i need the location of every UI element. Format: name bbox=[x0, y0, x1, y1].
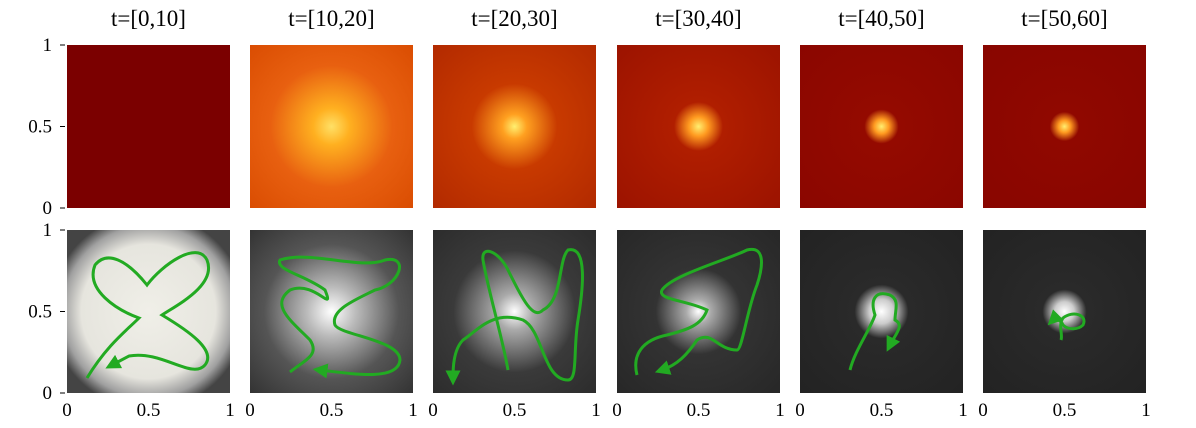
x-tick-label: 1 bbox=[225, 400, 235, 421]
value-heatmap bbox=[433, 230, 596, 393]
trajectory bbox=[634, 247, 763, 376]
x-tick-label: 1 bbox=[958, 400, 968, 421]
y-tick-label: 1 bbox=[43, 220, 53, 241]
density-heatmap bbox=[67, 45, 230, 208]
x-tick-label: 0.5 bbox=[1053, 400, 1077, 421]
x-tick-label: 1 bbox=[408, 400, 418, 421]
column-title: t=[50,60] bbox=[1021, 6, 1107, 31]
x-tick-label: 0 bbox=[62, 400, 72, 421]
density-heatmap bbox=[433, 45, 596, 208]
column-title: t=[10,20] bbox=[288, 6, 374, 31]
value-heatmap bbox=[250, 230, 413, 393]
x-tick-label: 0 bbox=[978, 400, 988, 421]
x-tick-label: 0.5 bbox=[137, 400, 161, 421]
trajectory bbox=[85, 251, 211, 379]
density-heatmap bbox=[250, 45, 413, 208]
x-tick-label: 0 bbox=[428, 400, 438, 421]
density-heatmap bbox=[800, 45, 963, 208]
column-title: t=[30,40] bbox=[655, 6, 741, 31]
x-tick-label: 0.5 bbox=[503, 400, 527, 421]
value-heatmap bbox=[800, 230, 963, 393]
y-tick-label: 0 bbox=[43, 383, 53, 404]
value-heatmap bbox=[983, 230, 1146, 393]
trajectory bbox=[848, 292, 901, 371]
y-tick-label: 1 bbox=[43, 35, 53, 56]
column-title: t=[0,10] bbox=[111, 6, 186, 31]
y-tick-label: 0.5 bbox=[28, 117, 52, 138]
x-tick-label: 0.5 bbox=[320, 400, 344, 421]
value-heatmap bbox=[617, 230, 780, 393]
x-tick-label: 0 bbox=[612, 400, 622, 421]
trajectory bbox=[445, 248, 584, 386]
x-tick-label: 1 bbox=[775, 400, 785, 421]
y-tick-label: 0.5 bbox=[28, 302, 52, 323]
density-heatmap bbox=[983, 45, 1146, 208]
x-tick-label: 0 bbox=[245, 400, 255, 421]
density-heatmap bbox=[617, 45, 780, 208]
x-tick-label: 1 bbox=[1141, 400, 1151, 421]
y-tick-label: 0 bbox=[43, 198, 53, 219]
x-tick-label: 0 bbox=[795, 400, 805, 421]
trajectory bbox=[1047, 309, 1086, 341]
x-tick-label: 0.5 bbox=[870, 400, 894, 421]
x-tick-label: 0.5 bbox=[687, 400, 711, 421]
x-tick-label: 1 bbox=[591, 400, 601, 421]
column-title: t=[20,30] bbox=[471, 6, 557, 31]
trajectory bbox=[278, 255, 402, 379]
column-title: t=[40,50] bbox=[838, 6, 924, 31]
